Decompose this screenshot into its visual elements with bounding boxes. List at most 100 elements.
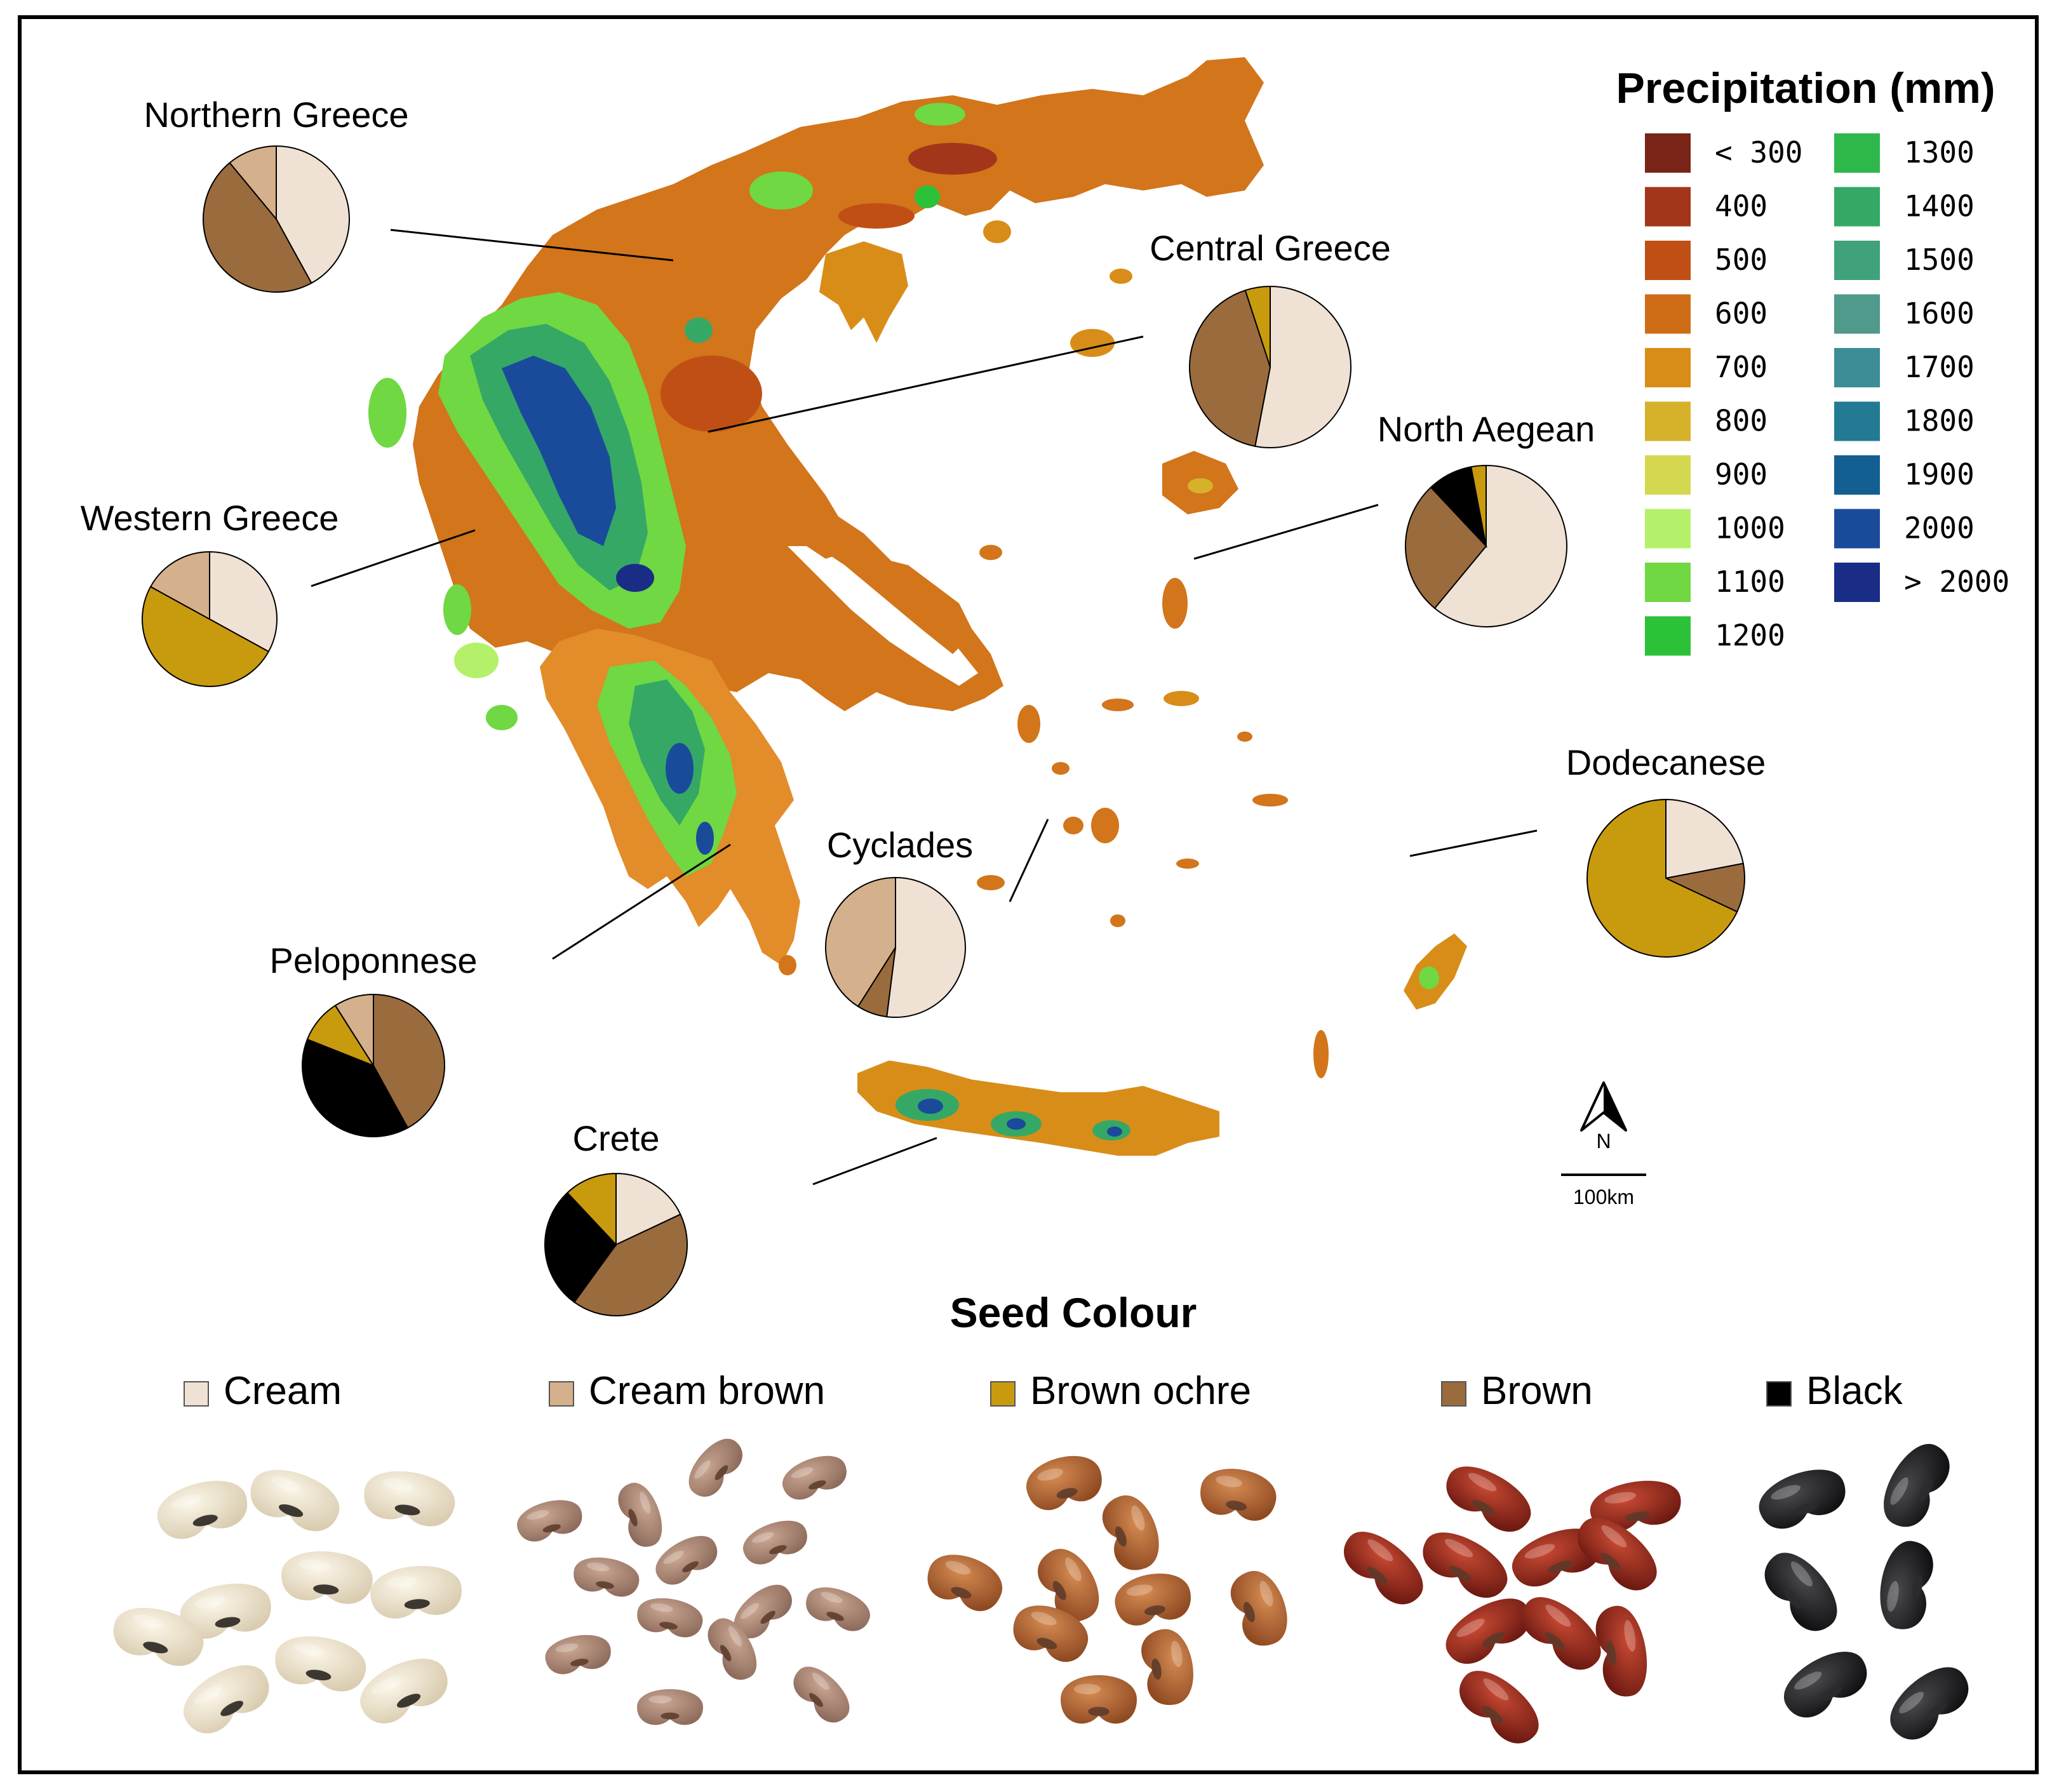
bean-cream-brown <box>637 1598 703 1638</box>
bean-brown-ochre <box>1141 1629 1193 1705</box>
pie-slice-black <box>544 1191 617 1304</box>
seed-group-brown-ochre <box>927 1455 1287 1724</box>
bean-cream <box>275 1636 366 1692</box>
seed-legend-item-brown-ochre: Brown ochre <box>990 1369 1251 1413</box>
seed-swatch <box>184 1381 209 1407</box>
bean-black <box>1759 1469 1846 1529</box>
pie-central-greece <box>1189 285 1351 448</box>
paros <box>1063 817 1083 834</box>
scale-bar: 100km <box>1561 1173 1646 1208</box>
label-crete: Crete <box>573 1118 660 1158</box>
tinos <box>1052 762 1070 775</box>
lefkada <box>443 584 471 635</box>
precip-swatch <box>1834 563 1880 602</box>
rhodes-green <box>1419 966 1439 989</box>
precip-label: 800 <box>1715 404 1767 438</box>
precip-swatch <box>1645 616 1691 656</box>
precip-legend-item: < 300 <box>1645 133 1802 173</box>
label-cyclades: Cyclades <box>827 825 973 865</box>
bean-brown-ochre <box>1230 1570 1287 1646</box>
pie-slice-cream <box>1665 798 1744 879</box>
precip-legend-item: 1600 <box>1834 294 1975 334</box>
seed-colour-legend: Seed Colour Cream Cream brown Brown ochre B… <box>184 1289 1903 1413</box>
samos <box>1164 691 1199 706</box>
pie-slice-brown <box>1405 486 1487 610</box>
pie-slice-cream <box>209 551 278 653</box>
precip-label: 1000 <box>1715 511 1785 545</box>
thessaly-dry <box>661 356 762 432</box>
north-dry-2 <box>838 203 915 229</box>
north-green-1 <box>749 171 813 210</box>
precip-swatch <box>1834 133 1880 173</box>
seed-photos <box>113 1438 1969 1744</box>
precip-swatch <box>1834 187 1880 227</box>
precip-legend-item: 1100 <box>1645 563 1785 602</box>
leader-central-greece <box>708 335 1144 433</box>
bean-brown <box>1521 1597 1601 1670</box>
bean-cream-brown <box>806 1587 870 1631</box>
label-northern-greece: Northern Greece <box>144 95 408 135</box>
precip-label: 1600 <box>1904 297 1975 331</box>
peloponnese-peak <box>666 743 694 794</box>
pie-slice-brown-ochre <box>1470 464 1487 547</box>
chios <box>1162 578 1188 629</box>
precip-legend-item: 2000 <box>1834 509 1975 549</box>
precip-swatch <box>1834 455 1880 495</box>
bean-black <box>1884 1444 1950 1527</box>
bean-brown <box>1446 1466 1531 1532</box>
bean-brown-ochre <box>1061 1675 1137 1724</box>
crete-dikti-peak <box>1107 1127 1122 1137</box>
pie-peloponnese <box>302 993 445 1137</box>
bean-brown <box>1595 1606 1647 1697</box>
pie-cyclades <box>825 876 967 1018</box>
pie-western-greece <box>142 551 278 687</box>
seed-legend-item-cream-brown: Cream brown <box>549 1369 825 1413</box>
precip-swatch <box>1645 401 1691 441</box>
bean-cream <box>180 1583 271 1639</box>
leader-crete <box>812 1137 937 1186</box>
precip-label: 400 <box>1715 189 1767 224</box>
precip-legend-item: 1500 <box>1834 241 1975 280</box>
seed-label: Cream <box>224 1369 342 1413</box>
pie-slice-brown-ochre <box>142 585 270 687</box>
bean-cream <box>370 1565 462 1619</box>
figure-frame <box>18 15 2039 1774</box>
region-labels: Northern Greece Central Greece North Aeg… <box>81 95 1766 1158</box>
pie-slice-brown-ochre <box>1244 285 1271 368</box>
precipitation-legend-items: < 300 400 500 600 700 800 900 1000 1100 1200 1300 1… <box>1645 133 2009 656</box>
seed-swatch <box>549 1381 574 1407</box>
patmos <box>1237 732 1252 742</box>
zakynthos <box>486 705 518 730</box>
bean-black <box>1890 1667 1969 1740</box>
kos <box>1252 794 1288 806</box>
pie-slice-cream <box>1254 285 1351 448</box>
bean-cream <box>184 1665 269 1734</box>
precip-swatch <box>1645 187 1691 227</box>
pie-slice-brown <box>1189 289 1271 447</box>
precip-label: 1100 <box>1715 565 1785 599</box>
bean-cream-brown <box>708 1618 757 1680</box>
precip-label: < 300 <box>1715 135 1802 170</box>
precip-legend-item: 1400 <box>1834 187 1975 227</box>
seed-label: Cream brown <box>589 1369 825 1413</box>
precip-swatch <box>1834 294 1880 334</box>
precip-swatch <box>1645 348 1691 387</box>
bean-brown-ochre <box>1115 1574 1191 1626</box>
precip-label: 1700 <box>1904 350 1975 384</box>
bean-brown <box>1343 1532 1423 1605</box>
astypalaia <box>1176 859 1199 869</box>
seed-swatch <box>1441 1381 1466 1407</box>
bean-brown <box>1459 1671 1539 1744</box>
label-central-greece: Central Greece <box>1150 228 1391 268</box>
bean-cream-brown <box>545 1635 611 1675</box>
precip-legend-item: 1900 <box>1834 455 1975 495</box>
bean-cream <box>113 1608 204 1666</box>
leader-lines <box>311 229 1538 1186</box>
seed-label: Black <box>1806 1369 1903 1413</box>
precip-swatch <box>1645 455 1691 495</box>
leader-western-greece <box>311 529 476 587</box>
pie-slice-cream-brown <box>229 145 277 221</box>
leader-cyclades <box>1009 819 1049 902</box>
bean-cream-brown <box>618 1483 662 1547</box>
